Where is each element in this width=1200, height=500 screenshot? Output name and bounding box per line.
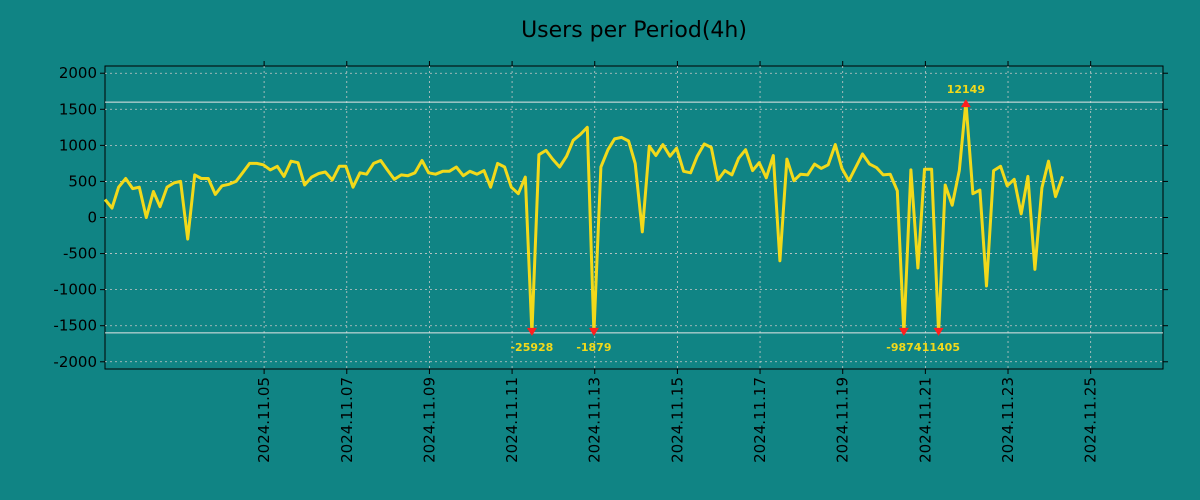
- plot-frame: [104, 65, 1164, 370]
- x-tick-label: 2024.11.25: [1082, 377, 1100, 463]
- x-tick-label: 2024.11.21: [916, 377, 934, 463]
- y-tick-label: -1500: [53, 317, 97, 335]
- y-tick-label: 500: [68, 172, 97, 190]
- x-tick-label: 2024.11.13: [586, 377, 604, 463]
- annotations: -25928 -1879 -9874-11405 12149: [510, 83, 985, 354]
- annotation-marker: [898, 327, 909, 336]
- y-tick-label: 1000: [59, 136, 97, 154]
- x-tick-label: 2024.11.09: [420, 377, 438, 463]
- annotation-label: -1879: [576, 341, 611, 354]
- annotation-marker: [933, 327, 944, 336]
- chart-title: Users per Period(4h): [521, 18, 747, 43]
- x-tick-label: 2024.11.17: [751, 377, 769, 463]
- x-tick-label: 2024.11.11: [503, 377, 521, 463]
- y-tick-label: 1500: [59, 100, 97, 118]
- annotation-marker: [960, 99, 971, 108]
- y-tick-label: -500: [63, 245, 97, 263]
- y-tick-label: -1000: [53, 281, 97, 299]
- x-tick-label: 2024.11.05: [255, 377, 273, 463]
- series-layer: [103, 100, 1065, 335]
- annotation-label: -9874: [886, 341, 922, 354]
- annotation-label: -11405: [917, 341, 960, 354]
- series-line: [103, 100, 1065, 335]
- annotation-label: 12149: [947, 83, 985, 96]
- x-tick-label: 2024.11.23: [999, 377, 1017, 463]
- reference-lines: [105, 101, 1163, 334]
- y-tick-label: -2000: [53, 353, 97, 371]
- annotation-label: -25928: [510, 341, 553, 354]
- annotation-marker: [588, 327, 599, 336]
- grid: [105, 66, 1163, 369]
- x-tick-label: 2024.11.07: [338, 377, 356, 463]
- y-axis: 2000 1500 1000 500 0 -500 -1000 -1500 -2000: [53, 64, 1168, 371]
- x-tick-label: 2024.11.15: [668, 377, 686, 463]
- x-axis: 2024.11.05 2024.11.07 2024.11.09 2024.11.11…: [255, 61, 1100, 463]
- y-tick-label: 0: [87, 209, 97, 227]
- annotation-marker: [526, 327, 537, 336]
- y-tick-label: 2000: [59, 64, 97, 82]
- x-tick-label: 2024.11.19: [834, 377, 852, 463]
